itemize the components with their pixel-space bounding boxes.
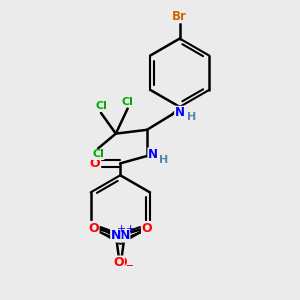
Text: H: H: [187, 112, 196, 122]
Text: -: -: [128, 259, 133, 272]
Text: N: N: [111, 229, 121, 242]
Text: Cl: Cl: [95, 101, 107, 111]
Text: Cl: Cl: [92, 149, 104, 160]
Text: +: +: [126, 224, 135, 234]
Text: N: N: [175, 106, 185, 119]
Text: N: N: [148, 148, 158, 161]
Text: -: -: [126, 259, 130, 272]
Text: O: O: [114, 256, 124, 269]
Text: O: O: [88, 221, 99, 235]
Text: O: O: [142, 221, 152, 235]
Text: O: O: [116, 256, 127, 269]
Text: H: H: [159, 154, 168, 164]
Text: N: N: [119, 229, 130, 242]
Text: Br: Br: [172, 10, 187, 23]
Text: +: +: [117, 224, 127, 234]
Text: O: O: [90, 157, 100, 170]
Text: Cl: Cl: [122, 97, 134, 107]
